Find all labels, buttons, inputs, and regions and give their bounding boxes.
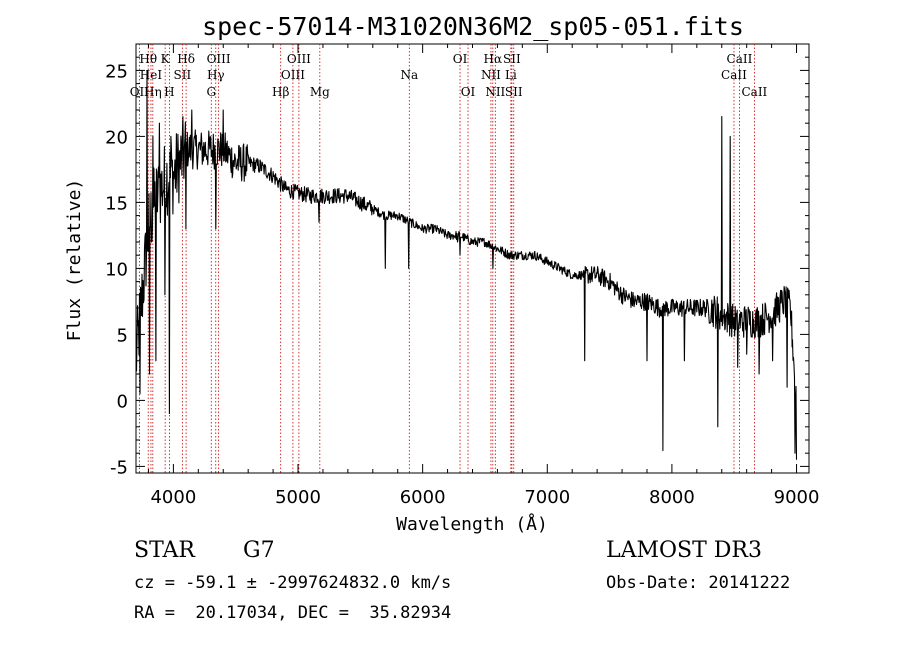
line-label-h: H xyxy=(164,85,174,99)
line-label-nii: NII xyxy=(481,68,501,82)
plot-frame xyxy=(135,43,810,474)
redshift-text: cz = -59.1 ± -2997624832.0 km/s xyxy=(134,573,452,593)
y-tick-label: -5 xyxy=(110,457,128,478)
line-label-hγ: Hγ xyxy=(207,68,225,82)
line-label-caii: CaII xyxy=(721,68,747,82)
chart-title: spec-57014-M31020N36M2_sp05-051.fits xyxy=(202,12,744,41)
spectral-line-labels: HθOIIHeIHηKSIIHHδHγGOIIIHβOIIIOIIIMgNaOI… xyxy=(130,52,768,99)
line-label-sii: SII xyxy=(505,85,523,99)
line-label-caii: CaII xyxy=(727,52,753,66)
line-label-oiii: OIII xyxy=(207,52,231,66)
x-tick-label: 9000 xyxy=(774,487,820,508)
line-label-hei: HeI xyxy=(140,68,163,82)
line-label-oiii: OIII xyxy=(281,68,305,82)
x-tick-label: 7000 xyxy=(524,487,570,508)
y-tick-label: 0 xyxy=(117,391,128,412)
line-label-hη: Hη xyxy=(144,85,162,99)
line-label-hθ: Hθ xyxy=(139,52,157,66)
x-tick-label: 5000 xyxy=(275,487,321,508)
line-label-oi: OI xyxy=(453,52,468,66)
obs-date: Obs-Date: 20141222 xyxy=(606,573,791,593)
spectrum-line xyxy=(135,69,798,460)
y-axis-label: Flux (relative) xyxy=(64,179,85,342)
spectral-line-markers xyxy=(138,44,755,473)
line-label-sii: SII xyxy=(503,52,521,66)
object-class: STAR xyxy=(134,538,195,563)
coordinates: RA = 20.17034, DEC = 35.82934 xyxy=(134,603,452,623)
y-tick-label: 5 xyxy=(117,325,128,346)
line-label-hβ: Hβ xyxy=(272,85,289,99)
y-tick-label: 10 xyxy=(105,259,128,280)
line-label-nii: NII xyxy=(485,85,505,99)
line-label-caii: CaII xyxy=(741,85,767,99)
y-tick-label: 15 xyxy=(105,193,128,214)
survey-name: LAMOST DR3 xyxy=(606,538,762,563)
x-axis-label: Wavelength (Å) xyxy=(396,513,548,535)
y-tick-label: 25 xyxy=(105,61,128,82)
line-label-sii: SII xyxy=(174,68,192,82)
line-label-oii: OII xyxy=(130,85,150,99)
line-label-hα: Hα xyxy=(484,52,503,66)
x-tick-label: 4000 xyxy=(150,487,196,508)
line-label-li: Li xyxy=(505,68,517,82)
line-label-na: Na xyxy=(400,68,418,82)
y-tick-label: 20 xyxy=(105,127,128,148)
x-tick-label: 6000 xyxy=(400,487,446,508)
line-label-oiii: OIII xyxy=(287,52,311,66)
x-axis: 4000 5000 6000 7000 8000 9000 xyxy=(147,44,820,508)
line-label-oi: OI xyxy=(461,85,476,99)
x-tick-label: 8000 xyxy=(649,487,695,508)
line-label-k: K xyxy=(161,52,171,66)
line-label-mg: Mg xyxy=(310,85,330,99)
object-subclass: G7 xyxy=(243,538,275,563)
y-axis: -5 0 5 10 15 20 25 xyxy=(105,56,809,478)
line-label-hδ: Hδ xyxy=(177,52,195,66)
line-label-g: G xyxy=(206,85,216,99)
